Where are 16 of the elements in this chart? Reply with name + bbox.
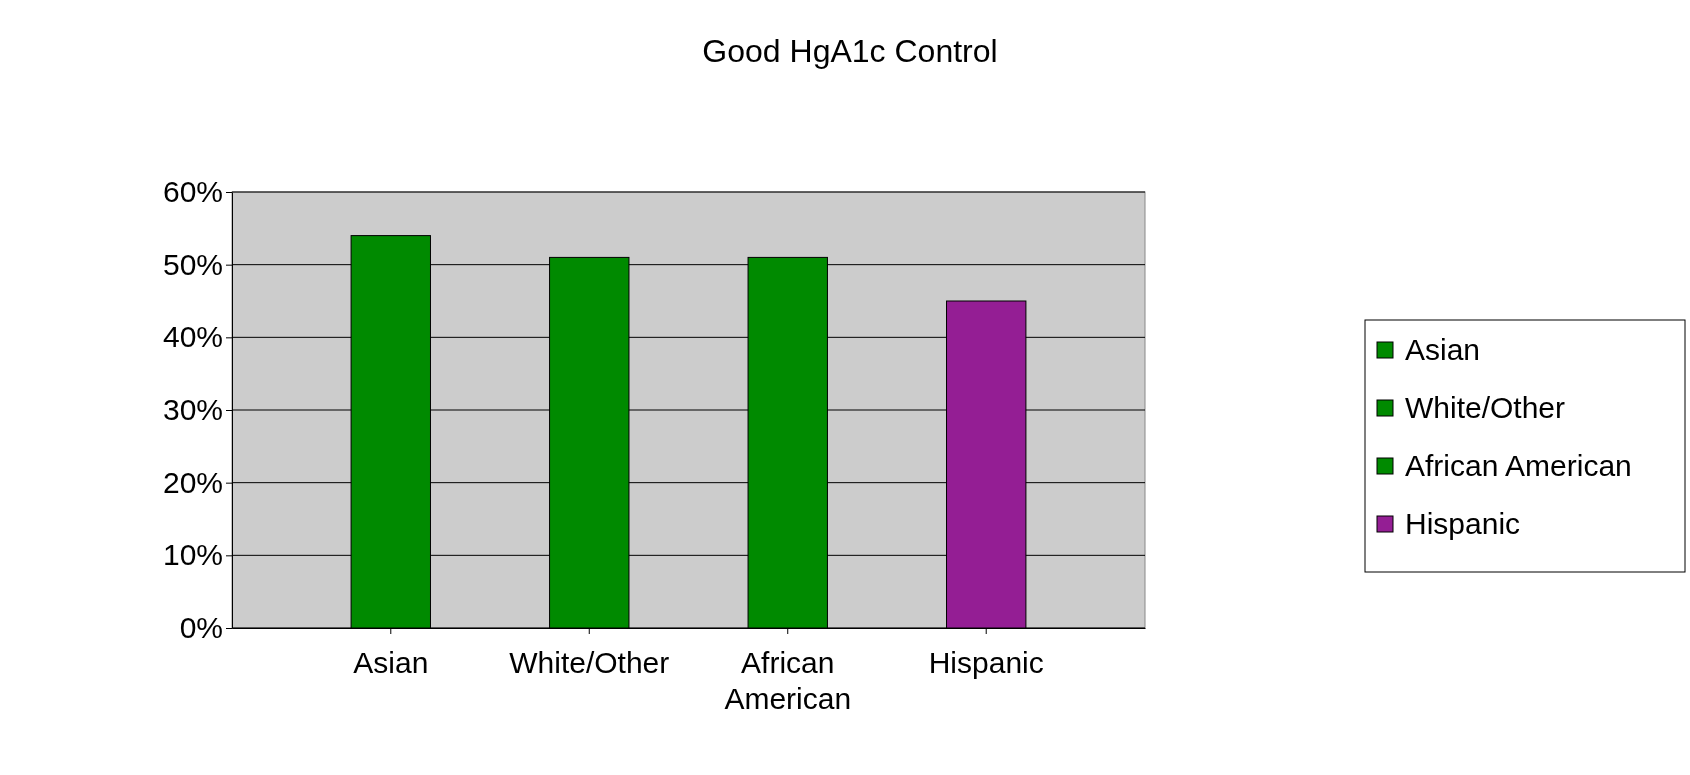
chart-title: Good HgA1c Control — [702, 33, 998, 69]
y-tick-label: 40% — [162, 320, 223, 354]
y-tick-label: 10% — [162, 538, 223, 572]
x-tick-label: Asian — [353, 646, 429, 679]
legend-label: Hispanic — [1405, 507, 1521, 540]
y-tick-label: 20% — [162, 465, 223, 499]
y-tick-label: 60% — [162, 175, 223, 209]
y-tick-label: 50% — [162, 247, 223, 281]
x-tick-label: African American — [724, 646, 852, 715]
y-tick-label: 0% — [179, 611, 223, 645]
y-tick-label: 30% — [162, 393, 223, 427]
legend-label: Asian — [1405, 333, 1481, 366]
legend-label: African American — [1405, 449, 1632, 482]
legend-label: White/Other — [1405, 391, 1566, 424]
x-tick-label: White/Other — [509, 646, 670, 679]
x-tick-label: Hispanic — [928, 646, 1044, 679]
